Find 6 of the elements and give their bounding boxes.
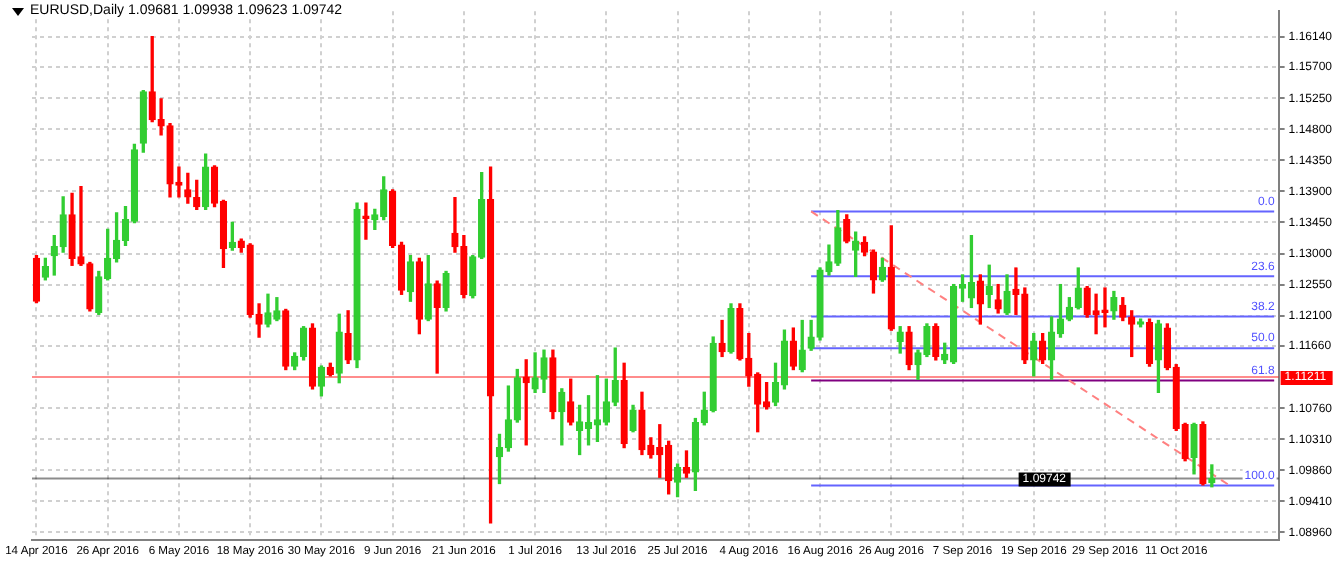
candlestick: [1012, 267, 1020, 315]
candlestick: [157, 98, 165, 136]
candlestick: [77, 185, 85, 266]
candlestick: [1092, 293, 1100, 335]
candlestick: [1208, 464, 1216, 488]
candlestick: [718, 319, 726, 358]
